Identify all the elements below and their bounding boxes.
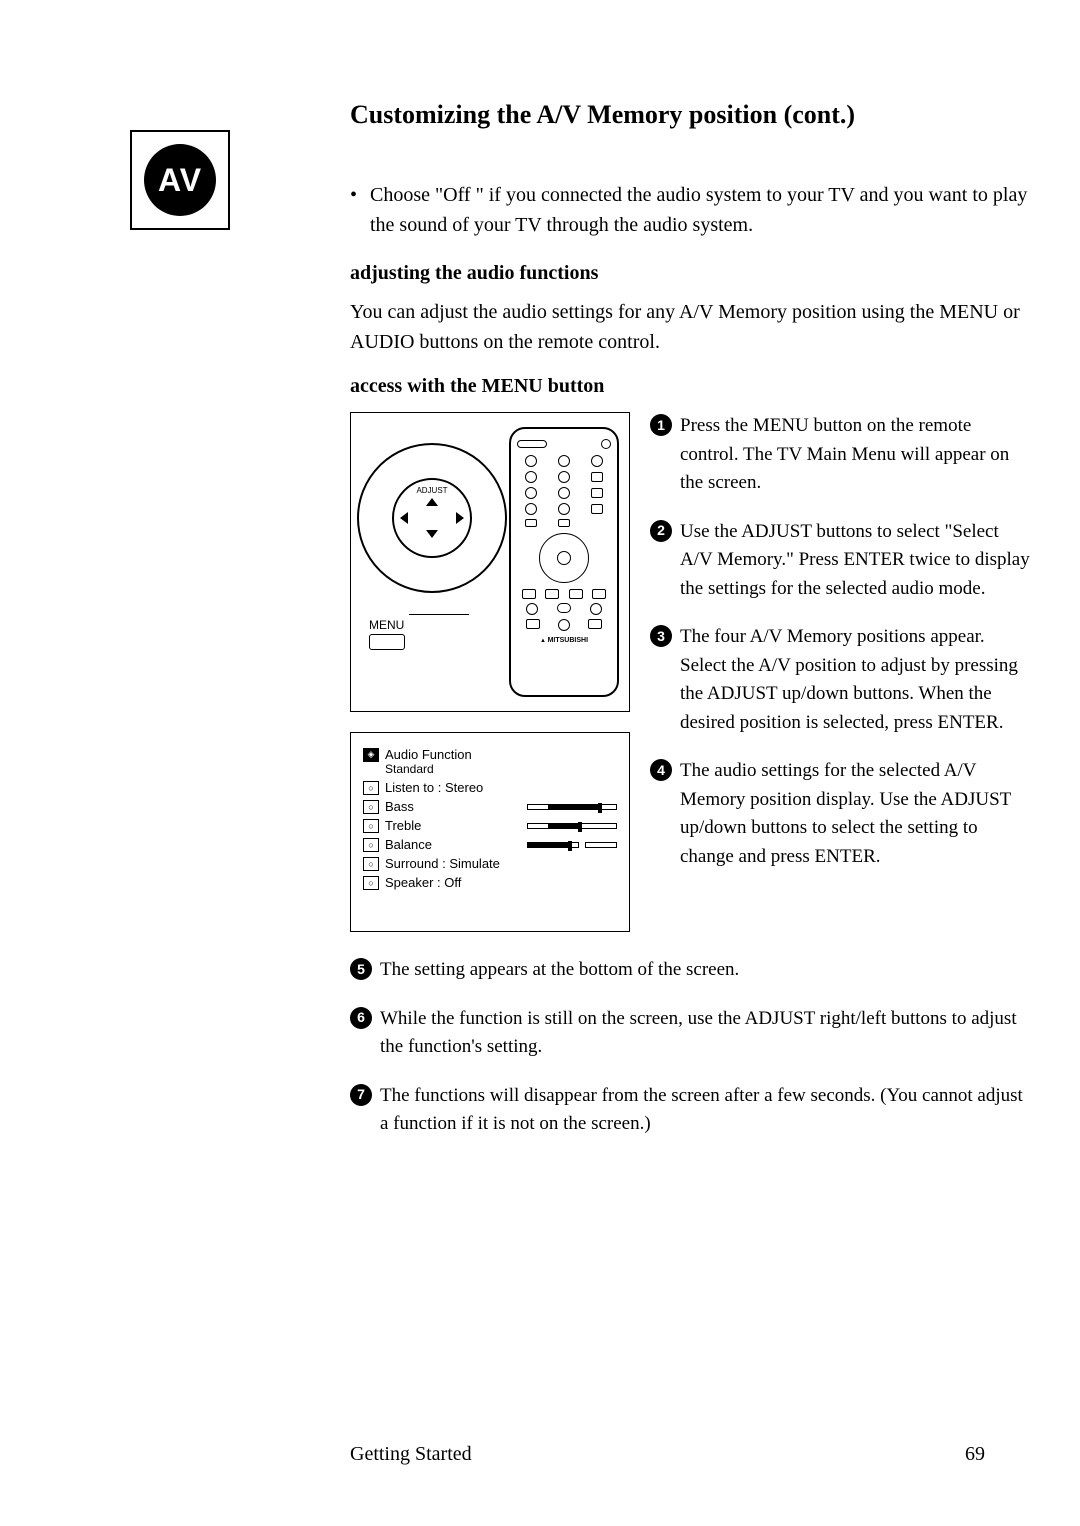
osd-row-icon: ○ (363, 781, 379, 795)
osd-row-label: Audio Function (385, 747, 472, 762)
slider-icon (527, 842, 617, 848)
callout-line (409, 614, 469, 615)
bullet-item: • Choose "Off " if you connected the aud… (350, 180, 1030, 240)
instruction-step: 5 The setting appears at the bottom of th… (350, 956, 1030, 985)
step-text: Use the ADJUST buttons to select "Select… (680, 518, 1030, 604)
menu-button-icon (369, 634, 405, 650)
adjust-label: ADJUST (416, 486, 447, 495)
step-text: The four A/V Memory positions appear. Se… (680, 623, 1030, 737)
av-badge-label: AV (144, 144, 216, 216)
remote-top-row (517, 437, 611, 451)
step-text: Press the MENU button on the remote cont… (680, 412, 1030, 498)
left-arrow-icon (400, 512, 408, 524)
osd-row-label: Surround : Simulate (385, 856, 500, 871)
av-badge: AV (130, 130, 230, 230)
remote-body: MITSUBISHI (509, 427, 619, 697)
page-footer: Getting Started 69 (350, 1443, 985, 1466)
instruction-step: 3 The four A/V Memory positions appear. S… (650, 623, 1030, 737)
step-number-badge: 6 (350, 1007, 372, 1029)
step-number-badge: 4 (650, 759, 672, 781)
up-arrow-icon (426, 498, 438, 506)
osd-row-label: Bass (385, 799, 414, 814)
figure-column: ADJUST MENU (350, 412, 630, 932)
slider-icon (527, 823, 617, 829)
instruction-step: 1 Press the MENU button on the remote con… (650, 412, 1030, 498)
osd-row: ○ Speaker : Off (363, 875, 617, 890)
step-text: The audio settings for the selected A/V … (680, 757, 1030, 871)
osd-row-icon: ◈ (363, 748, 379, 762)
instruction-step: 2 Use the ADJUST buttons to select "Selec… (650, 518, 1030, 604)
bullet-marker: • (350, 180, 370, 240)
steps-column-right: 1 Press the MENU button on the remote con… (650, 412, 1030, 932)
power-icon (601, 439, 611, 449)
instruction-step: 4 The audio settings for the selected A/V… (650, 757, 1030, 871)
remote-pill-icon (517, 440, 547, 448)
page-title: Customizing the A/V Memory position (con… (350, 100, 1030, 130)
content-column: Customizing the A/V Memory position (con… (350, 100, 1030, 1139)
remote-row (517, 589, 611, 599)
section-para: You can adjust the audio settings for an… (350, 297, 1030, 357)
step-number-badge: 2 (650, 520, 672, 542)
step-number-badge: 5 (350, 958, 372, 980)
remote-button-grid (517, 455, 611, 527)
osd-row-icon: ○ (363, 876, 379, 890)
remote-brand-label: MITSUBISHI (517, 637, 611, 644)
subsection-heading-access: access with the MENU button (350, 375, 1030, 398)
right-arrow-icon (456, 512, 464, 524)
osd-row-icon: ○ (363, 819, 379, 833)
step-text: The setting appears at the bottom of the… (380, 956, 739, 985)
instruction-step: 7 The functions will disappear from the s… (350, 1082, 1030, 1139)
slider-icon (527, 804, 617, 810)
osd-row: ○ Balance (363, 837, 617, 852)
step-number-badge: 3 (650, 625, 672, 647)
down-arrow-icon (426, 530, 438, 538)
step-text: While the function is still on the scree… (380, 1005, 1030, 1062)
menu-callout-label: MENU (369, 618, 404, 632)
osd-row-icon: ○ (363, 800, 379, 814)
zoom-circle: ADJUST (357, 443, 507, 593)
section-heading-adjusting: adjusting the audio functions (350, 262, 1030, 285)
step-number-badge: 1 (650, 414, 672, 436)
osd-row-label: Balance (385, 837, 432, 852)
footer-page-number: 69 (965, 1443, 985, 1466)
steps-column-below: 5 The setting appears at the bottom of th… (350, 956, 1030, 1139)
osd-row-label: Speaker : Off (385, 875, 461, 890)
osd-row: ◈ Audio Function (363, 747, 617, 762)
instruction-step: 6 While the function is still on the scre… (350, 1005, 1030, 1062)
bullet-text: Choose "Off " if you connected the audio… (370, 180, 1030, 240)
dpad-icon: ADJUST (392, 478, 472, 558)
remote-row (517, 619, 611, 631)
step-number-badge: 7 (350, 1084, 372, 1106)
osd-subtext: Standard (385, 762, 617, 776)
remote-dpad-icon (539, 533, 589, 583)
osd-row: ○ Surround : Simulate (363, 856, 617, 871)
osd-row: ○ Listen to : Stereo (363, 780, 617, 795)
osd-row-icon: ○ (363, 857, 379, 871)
osd-row-icon: ○ (363, 838, 379, 852)
osd-row-label: Listen to : Stereo (385, 780, 483, 795)
menu-callout: MENU (369, 618, 405, 650)
step-text: The functions will disappear from the sc… (380, 1082, 1030, 1139)
remote-figure: ADJUST MENU (350, 412, 630, 712)
osd-figure: ◈ Audio FunctionStandard ○ Listen to : Ster… (350, 732, 630, 932)
footer-section: Getting Started (350, 1443, 472, 1466)
osd-row-label: Treble (385, 818, 421, 833)
two-column-layout: ADJUST MENU (350, 412, 1030, 932)
osd-row: ○ Treble (363, 818, 617, 833)
osd-row: ○ Bass (363, 799, 617, 814)
remote-row (517, 603, 611, 615)
